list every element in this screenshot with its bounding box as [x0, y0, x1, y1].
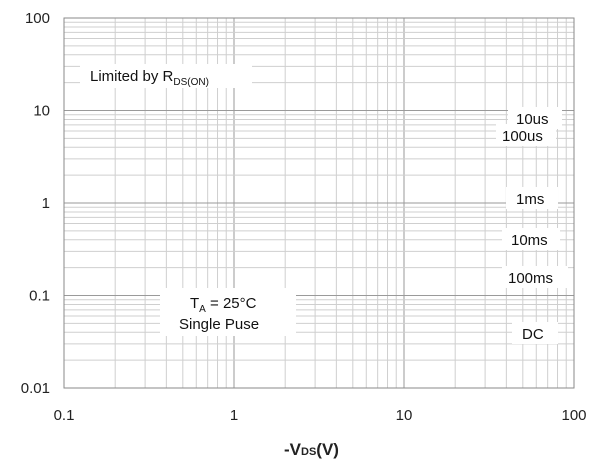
- y-tick-labels: 100 10 1 0.1 0.01: [21, 10, 50, 397]
- x-tick-label: 1: [230, 407, 238, 424]
- pulse-label-10us: 10us: [516, 111, 549, 128]
- x-axis-label: -VDS(V): [284, 440, 339, 459]
- pulse-labels: 10us 100us 1ms 10ms 100ms DC: [496, 107, 568, 344]
- pulse-label-dc: DC: [522, 326, 544, 343]
- limit-label-sub: DS(ON): [173, 77, 209, 88]
- pulse-label-box-100us: [496, 124, 556, 146]
- x-tick-labels: 0.1 1 10 100: [54, 407, 587, 424]
- conditions-line1: TA = 25°C: [190, 295, 257, 315]
- y-tick-label: 0.1: [29, 288, 50, 305]
- y-tick-label: 10: [33, 103, 50, 120]
- y-tick-label: 1: [42, 195, 50, 212]
- limit-label: Limited by RDS(ON): [90, 68, 209, 88]
- x-axis-label-suffix: (V): [316, 440, 339, 459]
- pulse-label-box-dc: [512, 322, 558, 344]
- pulse-label-box-100ms: [502, 266, 568, 288]
- conditions-box: [160, 288, 296, 336]
- x-axis-label-sub: DS: [301, 446, 316, 458]
- conditions-line2: Single Puse: [179, 316, 259, 333]
- pulse-label-10ms: 10ms: [511, 232, 548, 249]
- x-tick-label: 0.1: [54, 407, 75, 424]
- pulse-label-box-1ms: [506, 187, 558, 209]
- y-tick-label: 0.01: [21, 380, 50, 397]
- x-tick-label: 100: [561, 407, 586, 424]
- x-axis-label-prefix: -V: [284, 440, 302, 459]
- pulse-label-box-10us: [508, 107, 562, 129]
- conditions-t-sub: A: [199, 304, 206, 315]
- conditions-t-rest: = 25°C: [206, 295, 257, 312]
- plot-border: [63, 17, 575, 389]
- pulse-label-1ms: 1ms: [516, 191, 544, 208]
- y-tick-label: 100: [25, 10, 50, 27]
- x-tick-label: 10: [396, 407, 413, 424]
- pulse-label-100ms: 100ms: [508, 270, 553, 287]
- conditions-t: T: [190, 295, 199, 312]
- limit-label-box: [80, 64, 252, 88]
- pulse-label-100us: 100us: [502, 128, 543, 145]
- pulse-label-box-10ms: [502, 228, 560, 250]
- limit-label-main: Limited by R: [90, 68, 174, 85]
